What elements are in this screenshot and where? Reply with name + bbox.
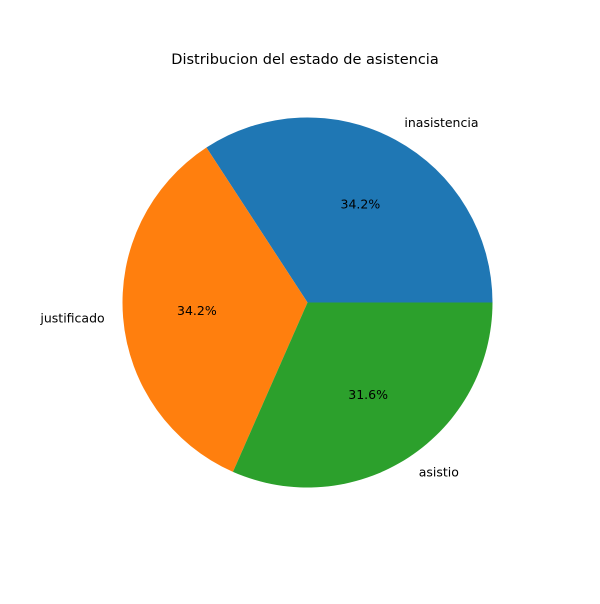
slice-label-asistio: asistio xyxy=(419,464,459,479)
chart-title: Distribucion del estado de asistencia xyxy=(171,52,438,68)
slice-label-inasistencia: inasistencia xyxy=(404,115,478,130)
percent-label-asistio: 31.6% xyxy=(348,387,388,402)
pie-slice-inasistencia xyxy=(206,117,493,303)
pie-slice-justificado xyxy=(122,147,308,472)
percent-label-inasistencia: 34.2% xyxy=(341,196,381,211)
pie-slice-asistio xyxy=(232,302,493,488)
pie-labels: inasistencia 34.2% justificado 34.2% asistio… xyxy=(39,115,478,479)
slice-label-justificado: justificado xyxy=(39,311,104,326)
percent-label-justificado: 34.2% xyxy=(177,303,217,318)
pie-slices xyxy=(122,117,493,488)
